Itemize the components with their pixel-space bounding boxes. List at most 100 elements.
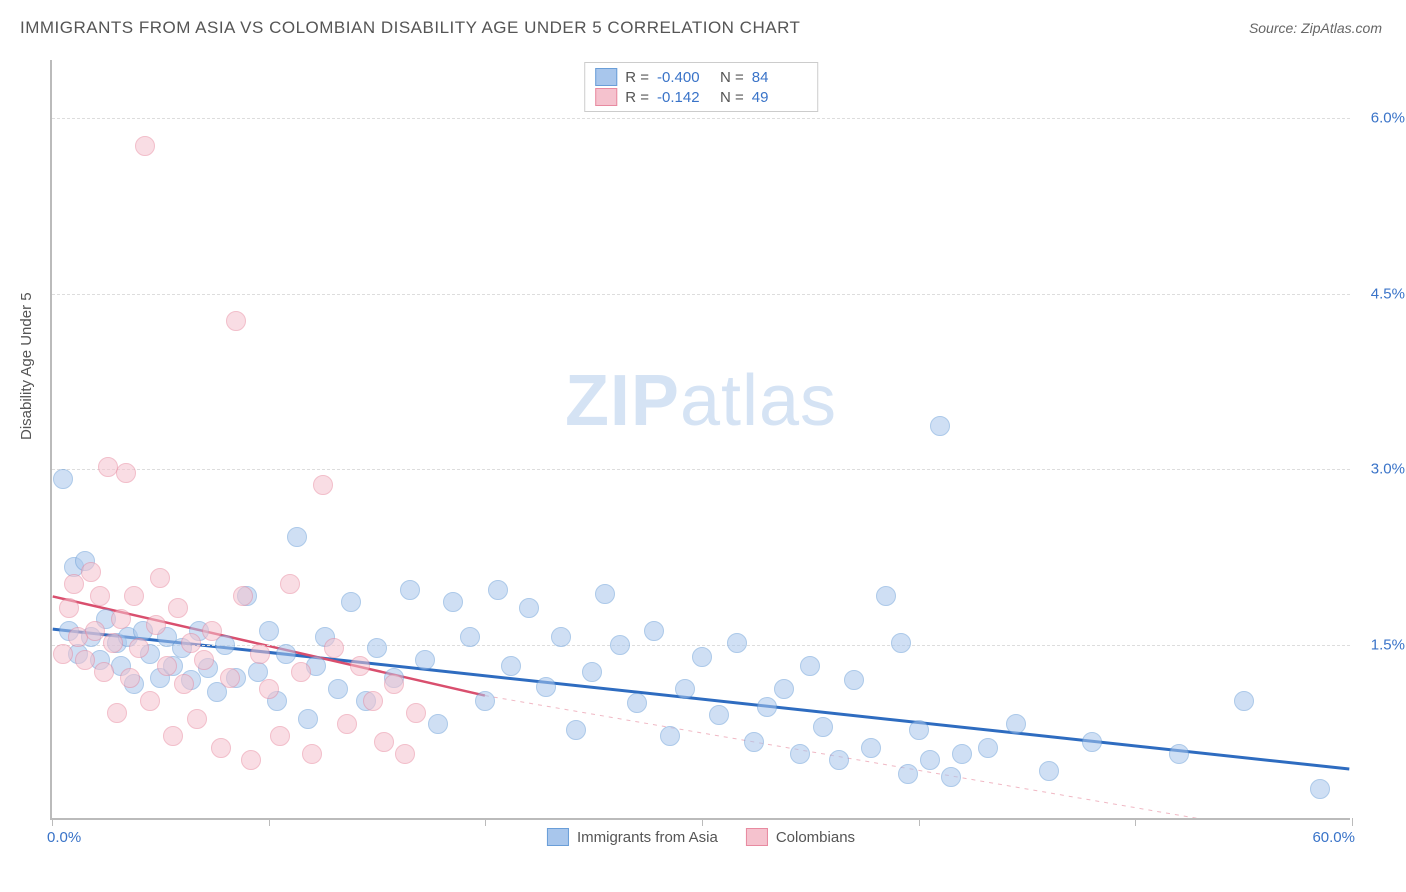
scatter-point	[90, 586, 110, 606]
scatter-point	[595, 584, 615, 604]
scatter-point	[270, 726, 290, 746]
scatter-point	[861, 738, 881, 758]
scatter-point	[124, 586, 144, 606]
scatter-point	[460, 627, 480, 647]
scatter-point	[313, 475, 333, 495]
scatter-point	[978, 738, 998, 758]
scatter-point	[443, 592, 463, 612]
x-axis-min-label: 0.0%	[47, 829, 81, 846]
scatter-point	[226, 311, 246, 331]
scatter-point	[135, 136, 155, 156]
scatter-point	[757, 697, 777, 717]
r-label: R =	[625, 89, 649, 106]
x-tick	[1352, 818, 1353, 826]
scatter-point	[813, 717, 833, 737]
legend-bottom-label-1: Colombians	[776, 829, 855, 846]
scatter-point	[116, 463, 136, 483]
scatter-point	[844, 670, 864, 690]
source-label: Source:	[1249, 20, 1297, 36]
scatter-point	[129, 638, 149, 658]
scatter-point	[930, 416, 950, 436]
source-name: ZipAtlas.com	[1301, 20, 1382, 36]
legend-bottom-item-1: Colombians	[746, 828, 855, 846]
scatter-point	[727, 633, 747, 653]
scatter-point	[75, 650, 95, 670]
grid-line	[52, 118, 1350, 119]
scatter-point	[475, 691, 495, 711]
y-tick-label: 4.5%	[1371, 285, 1405, 302]
scatter-point	[627, 693, 647, 713]
x-tick	[702, 818, 703, 826]
scatter-point	[582, 662, 602, 682]
scatter-point	[280, 574, 300, 594]
scatter-point	[501, 656, 521, 676]
scatter-point	[181, 633, 201, 653]
y-tick-label: 1.5%	[1371, 636, 1405, 653]
legend-bottom-item-0: Immigrants from Asia	[547, 828, 718, 846]
scatter-point	[610, 635, 630, 655]
scatter-point	[374, 732, 394, 752]
scatter-point	[168, 598, 188, 618]
scatter-point	[202, 621, 222, 641]
scatter-point	[891, 633, 911, 653]
y-tick-label: 3.0%	[1371, 461, 1405, 478]
scatter-point	[53, 644, 73, 664]
scatter-point	[774, 679, 794, 699]
scatter-point	[81, 562, 101, 582]
x-tick	[485, 818, 486, 826]
scatter-point	[415, 650, 435, 670]
scatter-point	[384, 674, 404, 694]
legend-stats-row-0: R = -0.400 N = 84	[595, 67, 807, 87]
plot-area: ZIPatlas R = -0.400 N = 84 R = -0.142 N …	[50, 60, 1350, 820]
source-attribution: Source: ZipAtlas.com	[1249, 20, 1382, 36]
scatter-point	[324, 638, 344, 658]
scatter-point	[233, 586, 253, 606]
y-axis-title: Disability Age Under 5	[18, 292, 35, 440]
x-tick	[1135, 818, 1136, 826]
scatter-point	[1310, 779, 1330, 799]
r-value-1: -0.142	[657, 89, 712, 106]
scatter-point	[341, 592, 361, 612]
chart-title: IMMIGRANTS FROM ASIA VS COLOMBIAN DISABI…	[20, 18, 800, 38]
x-tick	[269, 818, 270, 826]
scatter-point	[395, 744, 415, 764]
scatter-point	[259, 621, 279, 641]
scatter-point	[120, 668, 140, 688]
scatter-point	[1169, 744, 1189, 764]
scatter-point	[328, 679, 348, 699]
scatter-point	[350, 656, 370, 676]
scatter-point	[291, 662, 311, 682]
scatter-point	[287, 527, 307, 547]
scatter-point	[675, 679, 695, 699]
legend-bottom-swatch-0	[547, 828, 569, 846]
scatter-point	[909, 720, 929, 740]
scatter-point	[488, 580, 508, 600]
scatter-point	[1234, 691, 1254, 711]
scatter-point	[829, 750, 849, 770]
scatter-point	[692, 647, 712, 667]
scatter-point	[1082, 732, 1102, 752]
scatter-point	[744, 732, 764, 752]
scatter-point	[406, 703, 426, 723]
n-label: N =	[720, 69, 744, 86]
x-axis-max-label: 60.0%	[1312, 829, 1355, 846]
scatter-point	[211, 738, 231, 758]
legend-stats-row-1: R = -0.142 N = 49	[595, 87, 807, 107]
scatter-point	[94, 662, 114, 682]
scatter-point	[59, 598, 79, 618]
legend-swatch-1	[595, 88, 617, 106]
scatter-point	[150, 568, 170, 588]
scatter-point	[428, 714, 448, 734]
grid-line	[52, 294, 1350, 295]
scatter-point	[363, 691, 383, 711]
grid-line	[52, 469, 1350, 470]
scatter-point	[367, 638, 387, 658]
legend-bottom: Immigrants from Asia Colombians	[547, 828, 855, 846]
scatter-point	[174, 674, 194, 694]
legend-stats-box: R = -0.400 N = 84 R = -0.142 N = 49	[584, 62, 818, 112]
scatter-point	[140, 691, 160, 711]
scatter-point	[220, 668, 240, 688]
scatter-point	[241, 750, 261, 770]
scatter-point	[800, 656, 820, 676]
x-tick	[52, 818, 53, 826]
